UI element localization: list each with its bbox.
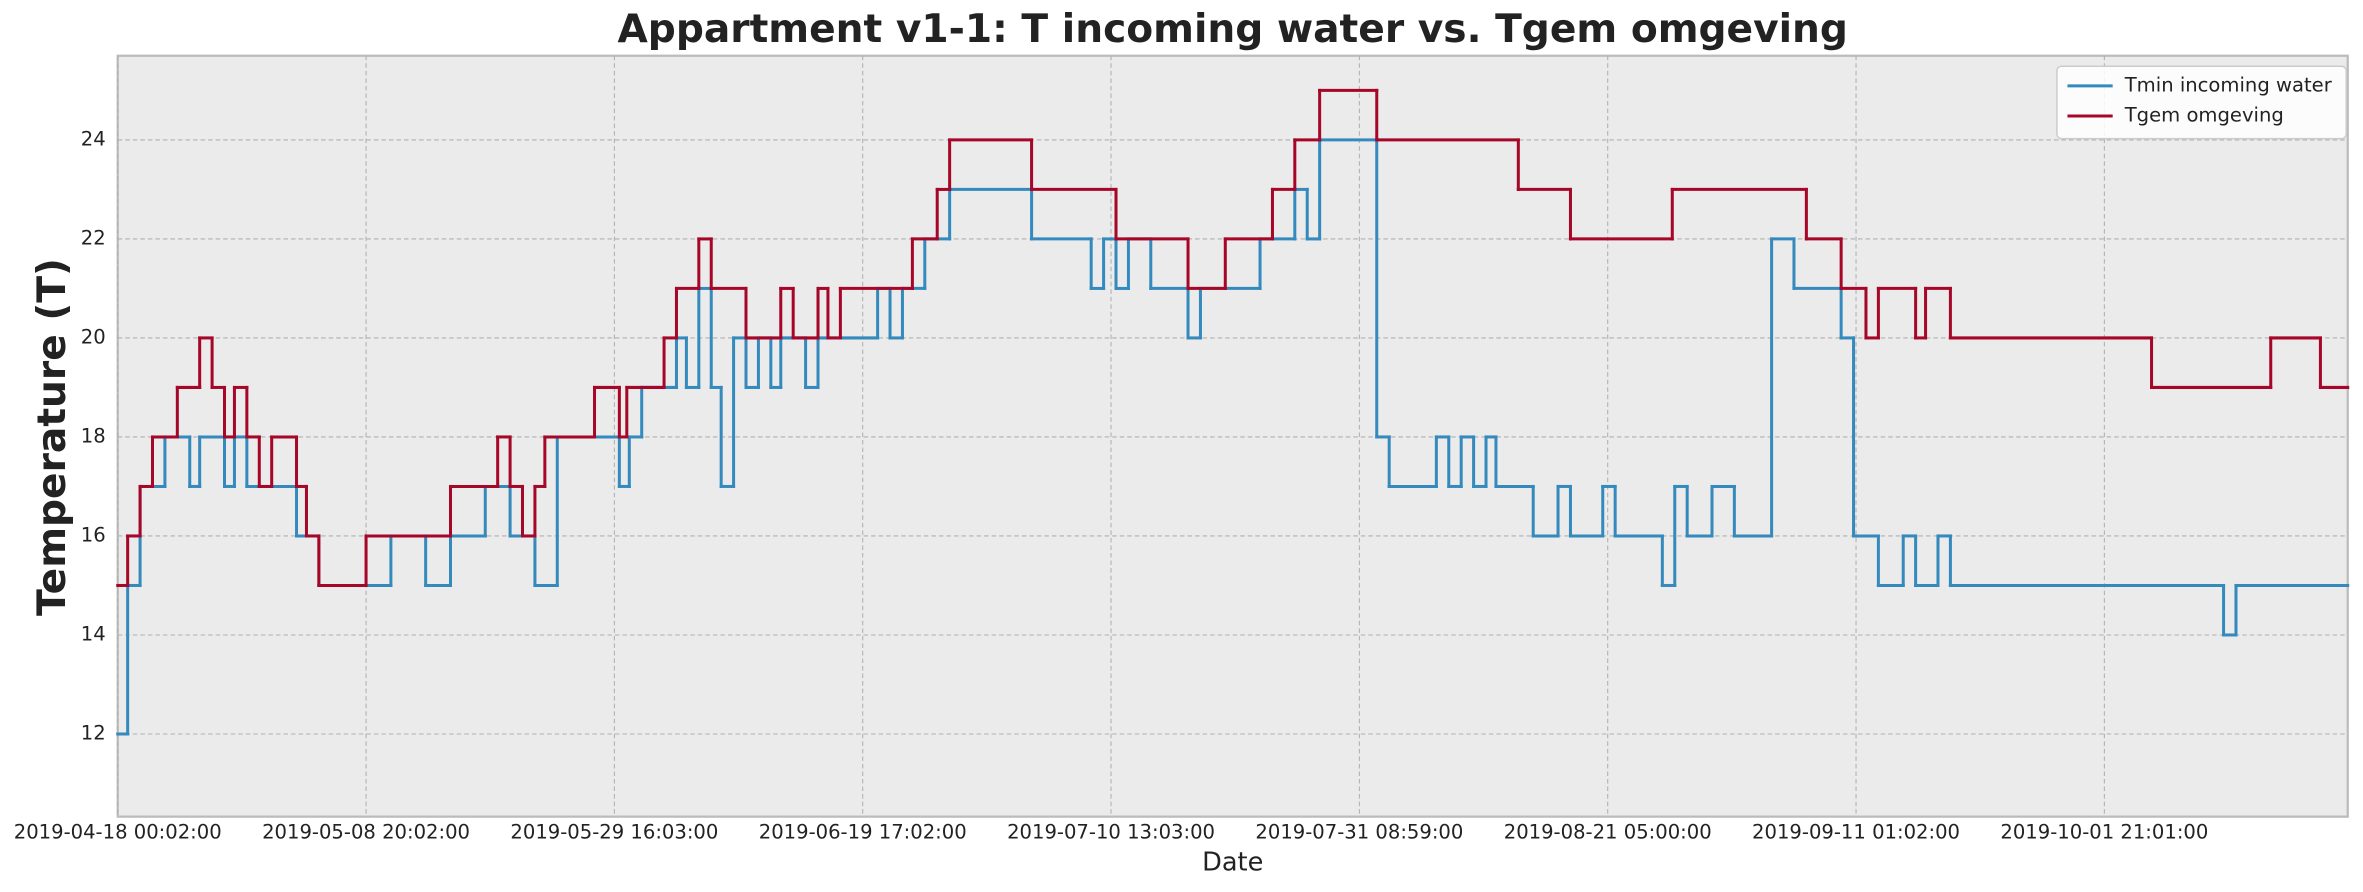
x-tick-label: 2019-07-10 13:03:00 (1007, 821, 1215, 844)
x-tick-label: 2019-05-29 16:03:00 (510, 821, 718, 844)
chart-title: Appartment v1-1: T incoming water vs. Tg… (617, 7, 1847, 52)
x-tick-label: 2019-07-31 08:59:00 (1255, 821, 1463, 844)
y-tick-label: 16 (81, 523, 106, 546)
series (116, 138, 2350, 736)
y-tick-label: 18 (81, 424, 106, 447)
legend: Tmin incoming water Tgem omgeving (2056, 65, 2347, 140)
x-axis-label: Date (1202, 847, 1263, 877)
y-tick-label: 22 (81, 226, 106, 249)
x-tick-label: 2019-05-08 20:02:00 (262, 821, 470, 844)
series (116, 88, 2350, 587)
x-tick-label: 2019-09-11 01:02:00 (1752, 821, 1960, 844)
y-tick-label: 20 (81, 325, 106, 348)
x-tick-label: 2019-10-01 21:01:00 (2000, 821, 2208, 844)
x-tick-label: 2019-06-19 17:02:00 (759, 821, 967, 844)
lines (116, 88, 2350, 736)
plot-area (116, 54, 2349, 818)
y-tick-label: 24 (81, 127, 106, 150)
legend-label: Tmin incoming water (2124, 73, 2333, 96)
legend-box (2056, 65, 2347, 140)
x-tick-label: 2019-08-21 05:00:00 (1504, 821, 1712, 844)
y-tick-label: 12 (81, 721, 106, 744)
y-axis-label: Temperature (T) (30, 258, 75, 616)
legend-label: Tgem omgeving (2124, 104, 2284, 127)
x-tick-label: 2019-04-18 00:02:00 (14, 821, 222, 844)
y-tick-label: 14 (81, 622, 106, 645)
